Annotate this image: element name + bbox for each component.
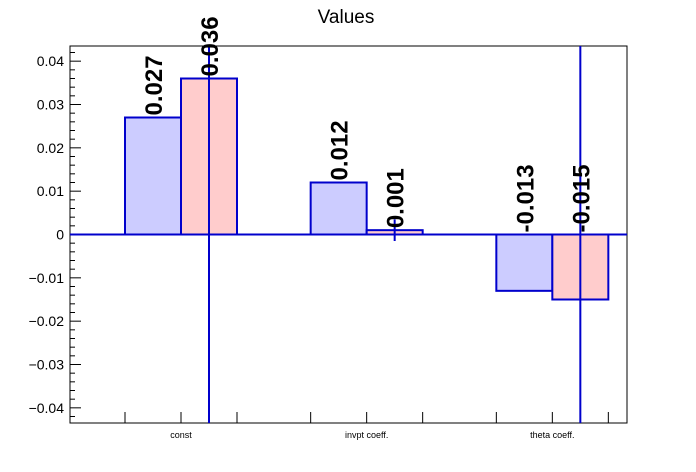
y-tick-label: 0.04 [37, 53, 64, 69]
x-tick-label: invpt coeff. [345, 430, 388, 440]
y-tick-label: −0.02 [29, 313, 65, 329]
data-label: 0.036 [197, 16, 224, 76]
data-label: 0.027 [141, 55, 168, 115]
x-tick-label: theta coeff. [530, 430, 574, 440]
y-tick-label: 0.03 [37, 97, 64, 113]
data-label: -0.013 [512, 164, 539, 232]
bar [495, 233, 554, 292]
y-tick-label: −0.04 [29, 400, 65, 416]
y-tick-label: −0.03 [29, 357, 65, 373]
bar [309, 181, 368, 236]
plot-area: −0.04 −0.03 −0.02 −0.01 0 0.01 0.02 0.03 0.04 0.0… [29, 16, 628, 440]
data-label: 0.012 [327, 120, 354, 180]
data-label: 0.001 [383, 168, 410, 228]
y-tick-label: 0.01 [37, 183, 64, 199]
y-tick-label: −0.01 [29, 270, 65, 286]
y-tick-label: 0.02 [37, 140, 64, 156]
y-tick-label: 0 [56, 227, 64, 243]
bar [124, 116, 182, 236]
data-label: -0.015 [568, 164, 595, 232]
x-tick-label: const [170, 430, 192, 440]
chart-title: Values [318, 7, 375, 28]
